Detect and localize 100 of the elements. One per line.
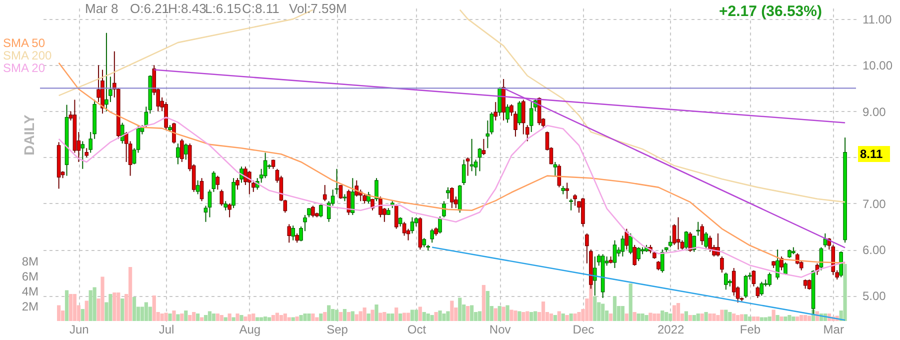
bar <box>756 316 760 321</box>
bar <box>176 314 180 321</box>
bar <box>672 305 676 321</box>
candlestick <box>164 102 168 130</box>
candlestick <box>565 182 569 200</box>
bar <box>688 314 692 321</box>
candlestick <box>176 143 180 165</box>
candlestick <box>724 272 728 290</box>
bar <box>402 312 406 321</box>
bar <box>275 312 280 321</box>
candlestick <box>704 232 708 250</box>
candlestick <box>620 235 625 257</box>
candlestick <box>287 224 292 244</box>
bar <box>760 317 764 321</box>
annotation: O:6.21 <box>130 1 170 16</box>
bar <box>601 304 605 321</box>
bar <box>303 313 307 321</box>
candlestick <box>104 32 108 112</box>
bar <box>446 311 450 321</box>
annotation: L:6.15 <box>205 1 242 16</box>
bar <box>478 311 482 321</box>
bar <box>482 284 486 321</box>
bar <box>386 313 390 321</box>
candlestick <box>322 184 327 202</box>
x-tick-label: 2022 <box>657 322 684 336</box>
bar <box>628 283 632 321</box>
bar <box>192 312 196 321</box>
candlestick <box>692 235 696 252</box>
bar <box>692 314 696 321</box>
candlestick <box>350 178 355 216</box>
bar <box>271 314 276 321</box>
bar <box>80 308 84 321</box>
y2-tick-label: 4M <box>22 284 38 298</box>
bar <box>696 313 700 321</box>
candlestick <box>410 216 414 234</box>
bar <box>569 313 573 321</box>
bar <box>208 311 212 321</box>
bar <box>498 306 502 321</box>
x-tick-label: Sep <box>326 322 348 336</box>
candlestick <box>200 178 204 202</box>
bar <box>184 310 188 321</box>
bar <box>418 306 422 321</box>
candlestick <box>224 200 228 211</box>
bar <box>800 314 804 321</box>
bar <box>216 313 220 321</box>
bar <box>541 301 546 321</box>
candlestick <box>518 100 522 126</box>
bar <box>327 305 331 321</box>
bar <box>748 316 752 321</box>
candlestick <box>450 186 454 209</box>
bar <box>120 298 124 321</box>
bar <box>565 314 569 321</box>
annotation: Mar 8 <box>85 1 118 16</box>
candlestick <box>240 166 244 184</box>
bar <box>358 311 362 321</box>
candlestick <box>632 244 636 266</box>
bar <box>410 310 414 321</box>
candlestick <box>720 256 724 274</box>
candlestick <box>398 216 402 227</box>
candlestick <box>628 232 633 255</box>
bar <box>792 316 796 321</box>
bar <box>808 316 812 321</box>
candlestick <box>573 194 577 206</box>
x-tick-label: Dec <box>572 322 594 336</box>
candlestick <box>668 235 672 248</box>
bar <box>458 298 462 321</box>
candlestick <box>362 194 366 204</box>
y-tick-label: 9.00 <box>862 104 886 119</box>
bar <box>724 310 728 321</box>
bar <box>624 313 628 321</box>
candlestick <box>807 279 812 290</box>
y-tick-label: 5.00 <box>862 289 886 304</box>
bar <box>530 312 534 321</box>
text: SMA 20 <box>3 61 46 75</box>
bar <box>502 306 506 321</box>
bar <box>522 312 526 321</box>
bar <box>804 314 808 321</box>
bar <box>470 305 474 321</box>
candlestick <box>462 159 466 186</box>
x-tick-label: Oct <box>407 322 427 336</box>
bar <box>370 310 374 321</box>
candlestick <box>803 279 808 290</box>
bar <box>768 316 772 321</box>
bar <box>557 311 561 321</box>
bar <box>660 310 664 321</box>
bar <box>279 314 283 321</box>
bar <box>632 312 636 321</box>
bar <box>526 311 530 321</box>
bar <box>84 300 88 321</box>
bar <box>720 310 724 321</box>
bar <box>573 313 577 321</box>
bar <box>232 317 236 321</box>
annotation: H:8.43 <box>168 1 206 16</box>
bar <box>319 313 323 321</box>
bar <box>561 313 565 321</box>
bar <box>252 313 256 321</box>
bar <box>664 312 668 321</box>
bar <box>450 300 454 321</box>
candlestick <box>180 138 184 162</box>
candlestick <box>318 202 323 218</box>
